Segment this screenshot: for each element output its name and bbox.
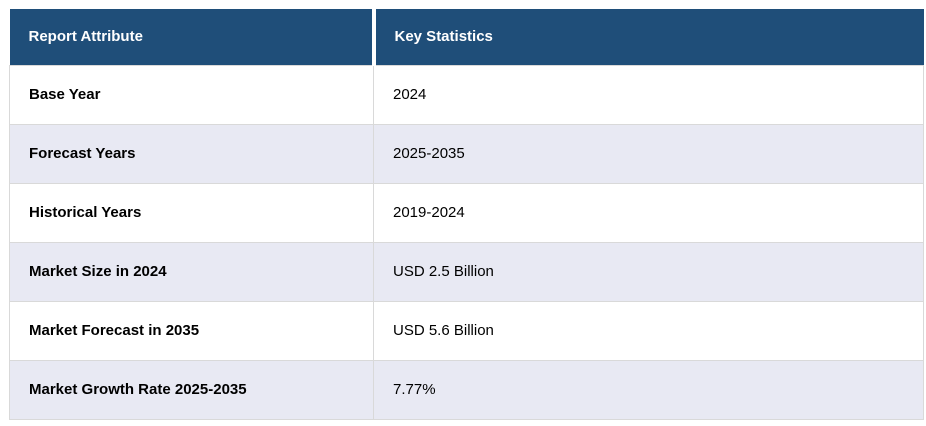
column-header-report-attribute: Report Attribute xyxy=(9,9,374,65)
attribute-cell-base-year: Base Year xyxy=(9,64,374,125)
attribute-cell-historical-years: Historical Years xyxy=(9,182,374,243)
value-cell-growth-rate: 7.77% xyxy=(373,359,924,420)
attribute-cell-growth-rate: Market Growth Rate 2025-2035 xyxy=(9,359,374,420)
value-cell-forecast-years: 2025-2035 xyxy=(373,123,924,184)
value-cell-market-size: USD 2.5 Billion xyxy=(373,241,924,302)
attribute-cell-market-forecast: Market Forecast in 2035 xyxy=(9,300,374,361)
table-row-base-year: Base Year 2024 xyxy=(9,64,924,125)
table-row-market-forecast: Market Forecast in 2035 USD 5.6 Billion xyxy=(9,300,924,361)
attribute-cell-forecast-years: Forecast Years xyxy=(9,123,374,184)
report-attributes-table: Report Attribute Key Statistics Base Yea… xyxy=(9,9,924,420)
value-cell-base-year: 2024 xyxy=(373,64,924,125)
table-row-forecast-years: Forecast Years 2025-2035 xyxy=(9,123,924,184)
table-header-row: Report Attribute Key Statistics xyxy=(9,9,924,65)
value-cell-market-forecast: USD 5.6 Billion xyxy=(373,300,924,361)
table-row-growth-rate: Market Growth Rate 2025-2035 7.77% xyxy=(9,359,924,420)
table-row-historical-years: Historical Years 2019-2024 xyxy=(9,182,924,243)
column-header-key-statistics: Key Statistics xyxy=(371,9,924,65)
attribute-cell-market-size: Market Size in 2024 xyxy=(9,241,374,302)
value-cell-historical-years: 2019-2024 xyxy=(373,182,924,243)
table-row-market-size: Market Size in 2024 USD 2.5 Billion xyxy=(9,241,924,302)
